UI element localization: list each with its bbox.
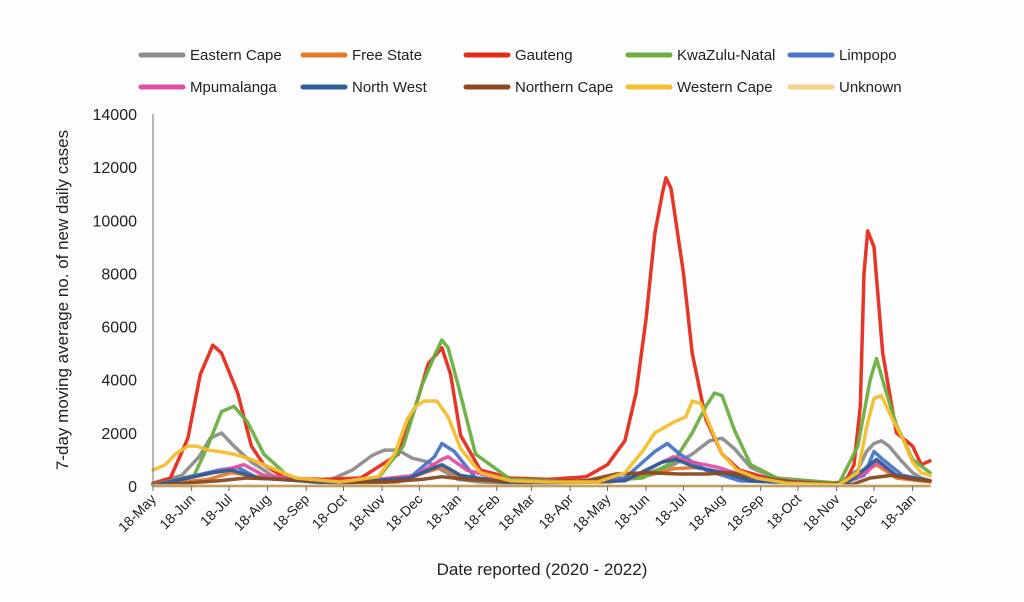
legend-item-unknown: Unknown [787, 79, 902, 96]
x-tick-label-12: 18-May [569, 491, 613, 535]
legend-label: Limpopo [839, 47, 897, 64]
x-tick-label-4: 18-Sep [269, 491, 312, 534]
y-tick-labels: 0 2000 4000 6000 8000 10000 12000 14000 [93, 107, 138, 496]
x-tick-label-16: 18-Sep [724, 491, 767, 534]
legend-item-limpopo: Limpopo [787, 47, 897, 64]
legend-label: KwaZulu-Natal [677, 47, 775, 64]
x-tick-label-3: 18-Aug [230, 491, 273, 534]
legend-label: Eastern Cape [190, 47, 282, 64]
y-axis-title: 7-day moving average no. of new daily ca… [53, 130, 72, 470]
x-axis-title: Date reported (2020 - 2022) [437, 560, 648, 579]
legend-item-kwazulu-natal: KwaZulu-Natal [625, 47, 775, 64]
x-tick-label-19: 18-Dec [837, 491, 880, 534]
legend-label: Unknown [839, 79, 902, 96]
y-tick-label-14000: 14000 [93, 107, 138, 124]
axes [152, 114, 930, 487]
x-tick-label-1: 18-Jun [156, 491, 198, 533]
chart-legend: Eastern Cape Free State Gauteng KwaZulu-Nat… [138, 47, 902, 96]
x-tick-label-0: 18-May [115, 491, 159, 535]
legend-label: Free State [352, 47, 422, 64]
y-tick-label-0: 0 [128, 479, 137, 496]
y-tick-label-4000: 4000 [101, 373, 137, 390]
x-tick-label-8: 18-Jan [423, 491, 465, 533]
legend-item-mpumalanga: Mpumalanga [138, 79, 277, 96]
legend-label: Western Cape [677, 79, 773, 96]
x-tick-label-9: 18-Feb [460, 491, 503, 534]
legend-item-gauteng: Gauteng [463, 47, 573, 64]
x-tick-label-7: 18-Dec [382, 491, 425, 534]
y-tick-label-10000: 10000 [93, 213, 138, 230]
y-tick-label-12000: 12000 [93, 160, 138, 177]
legend-label: Northern Cape [515, 79, 613, 96]
legend-item-northern-cape: Northern Cape [463, 79, 613, 96]
x-tick-label-18: 18-Nov [799, 491, 842, 534]
x-tick-label-5: 18-Oct [309, 491, 350, 532]
y-tick-label-2000: 2000 [101, 426, 137, 443]
y-tick-label-8000: 8000 [101, 266, 137, 283]
series-line-kwazulu-natal [151, 338, 932, 487]
x-tick-label-15: 18-Aug [685, 491, 728, 534]
legend-label: Mpumalanga [190, 79, 277, 96]
y-tick-label-6000: 6000 [101, 320, 137, 337]
legend-item-eastern-cape: Eastern Cape [138, 47, 282, 64]
legend-item-free-state: Free State [300, 47, 422, 64]
series-line-gauteng [151, 176, 932, 486]
x-tick-label-10: 18-Mar [495, 491, 538, 534]
series-line-western-cape [151, 393, 932, 487]
x-tick-label-20: 18-Jan [877, 491, 919, 533]
legend-label: North West [352, 79, 428, 96]
x-tick-label-14: 18-Jul [651, 491, 689, 529]
legend-item-north-west: North West [300, 79, 428, 96]
x-tick-label-13: 18-Jun [611, 491, 653, 533]
legend-label: Gauteng [515, 47, 573, 64]
series-layer [151, 176, 932, 488]
legend-item-western-cape: Western Cape [625, 79, 773, 96]
x-tick-label-6: 18-Nov [345, 491, 388, 534]
x-tick-label-2: 18-Jul [197, 491, 235, 529]
x-tick-label-17: 18-Oct [763, 491, 804, 532]
